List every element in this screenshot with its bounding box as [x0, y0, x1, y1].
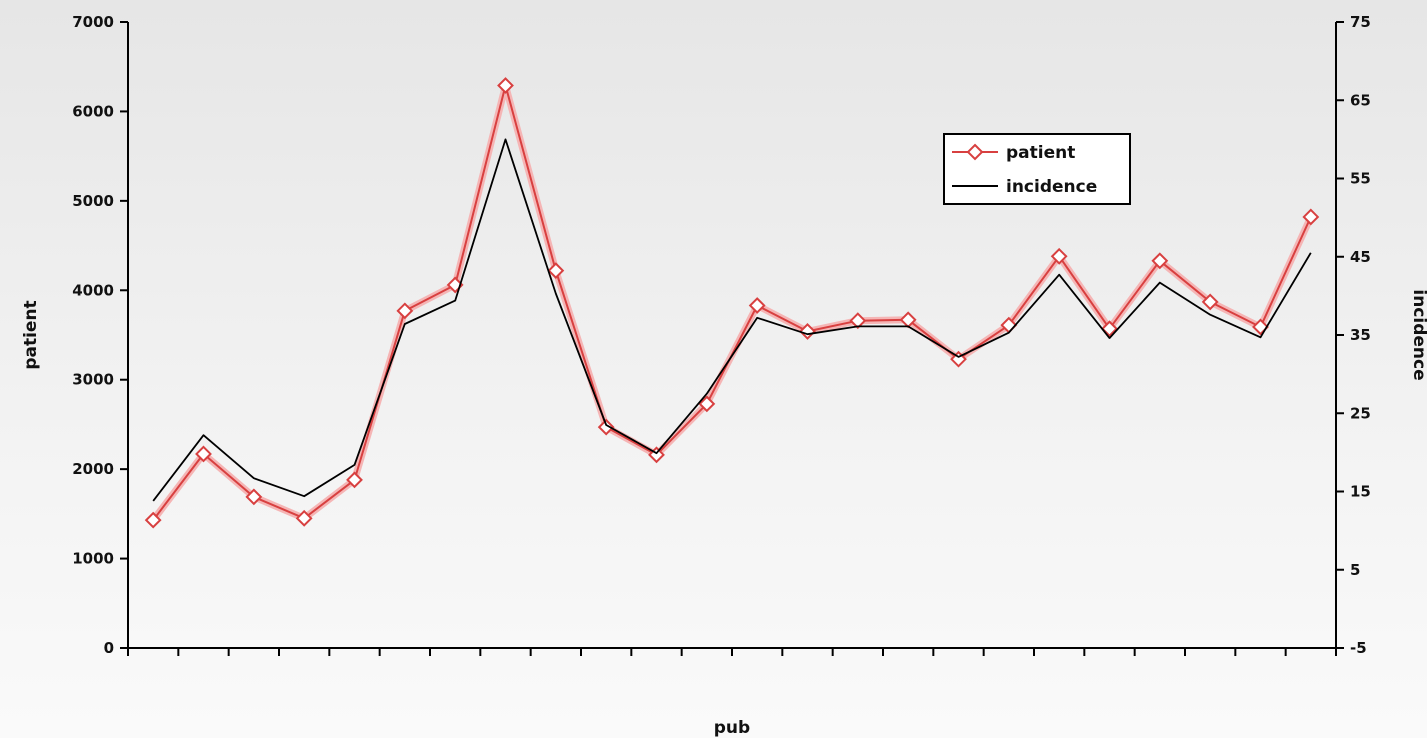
right-tick-label: 25: [1350, 404, 1371, 422]
data-point-patient: [346, 471, 363, 489]
data-point-patient: [1302, 208, 1320, 226]
right-tick-label: 55: [1350, 170, 1371, 188]
data-point-patient: [497, 77, 514, 94]
data-point-patient: [1050, 247, 1068, 265]
left-tick-label: 1000: [72, 550, 114, 568]
data-point-patient: [547, 262, 565, 280]
right-axis-ticks: -5 5 15 25 35 45 55 65 75: [1336, 13, 1371, 657]
legend: patient incidence: [943, 133, 1131, 205]
left-tick-label: 5000: [72, 192, 114, 210]
right-tick-label: 15: [1350, 483, 1371, 501]
data-point-patient: [748, 297, 766, 314]
data-point-patient: [245, 488, 263, 506]
data-point-patient: [195, 445, 212, 463]
right-tick-label: 5: [1350, 561, 1360, 579]
legend-patient-marker: [966, 143, 984, 161]
left-axis-title: patient: [21, 300, 41, 369]
series-line-incidence: [152, 138, 1312, 502]
right-tick-label: 65: [1350, 91, 1371, 109]
series-layer: [144, 77, 1320, 529]
data-point-patient: [799, 323, 816, 340]
left-tick-label: 4000: [72, 281, 114, 299]
series-glow: [150, 82, 1314, 523]
data-point-patient: [1101, 320, 1118, 338]
legend-incidence-label: incidence: [1006, 177, 1097, 197]
data-point-patient: [849, 312, 867, 330]
right-tick-label: 35: [1350, 326, 1371, 344]
left-tick-label: 3000: [72, 371, 114, 389]
data-point-patient: [648, 446, 665, 464]
data-point-patient: [597, 418, 615, 436]
x-axis-title: pub: [714, 718, 750, 738]
data-point-patient: [396, 302, 414, 320]
left-tick-label: 2000: [72, 460, 114, 478]
data-point-patient: [295, 509, 313, 527]
left-axis-ticks: 0 1000 2000 3000 4000 5000 6000 7000: [72, 13, 128, 657]
x-axis-ticks: [127, 648, 1337, 656]
legend-patient-label: patient: [1006, 143, 1075, 163]
data-point-patient: [1151, 252, 1169, 270]
right-tick-label: -5: [1350, 639, 1367, 657]
left-tick-label: 0: [104, 639, 114, 657]
series-line-patient: [152, 84, 1312, 521]
right-axis-title: incidence: [1409, 289, 1427, 380]
data-point-patient: [698, 395, 716, 413]
left-tick-label: 6000: [72, 102, 114, 120]
right-tick-label: 75: [1350, 13, 1371, 31]
data-point-patient: [144, 511, 162, 529]
left-tick-label: 7000: [72, 13, 114, 31]
data-point-patient: [1201, 293, 1219, 311]
right-tick-label: 45: [1350, 248, 1371, 266]
plot-frame: [127, 22, 1337, 649]
data-point-patient: [446, 276, 464, 294]
